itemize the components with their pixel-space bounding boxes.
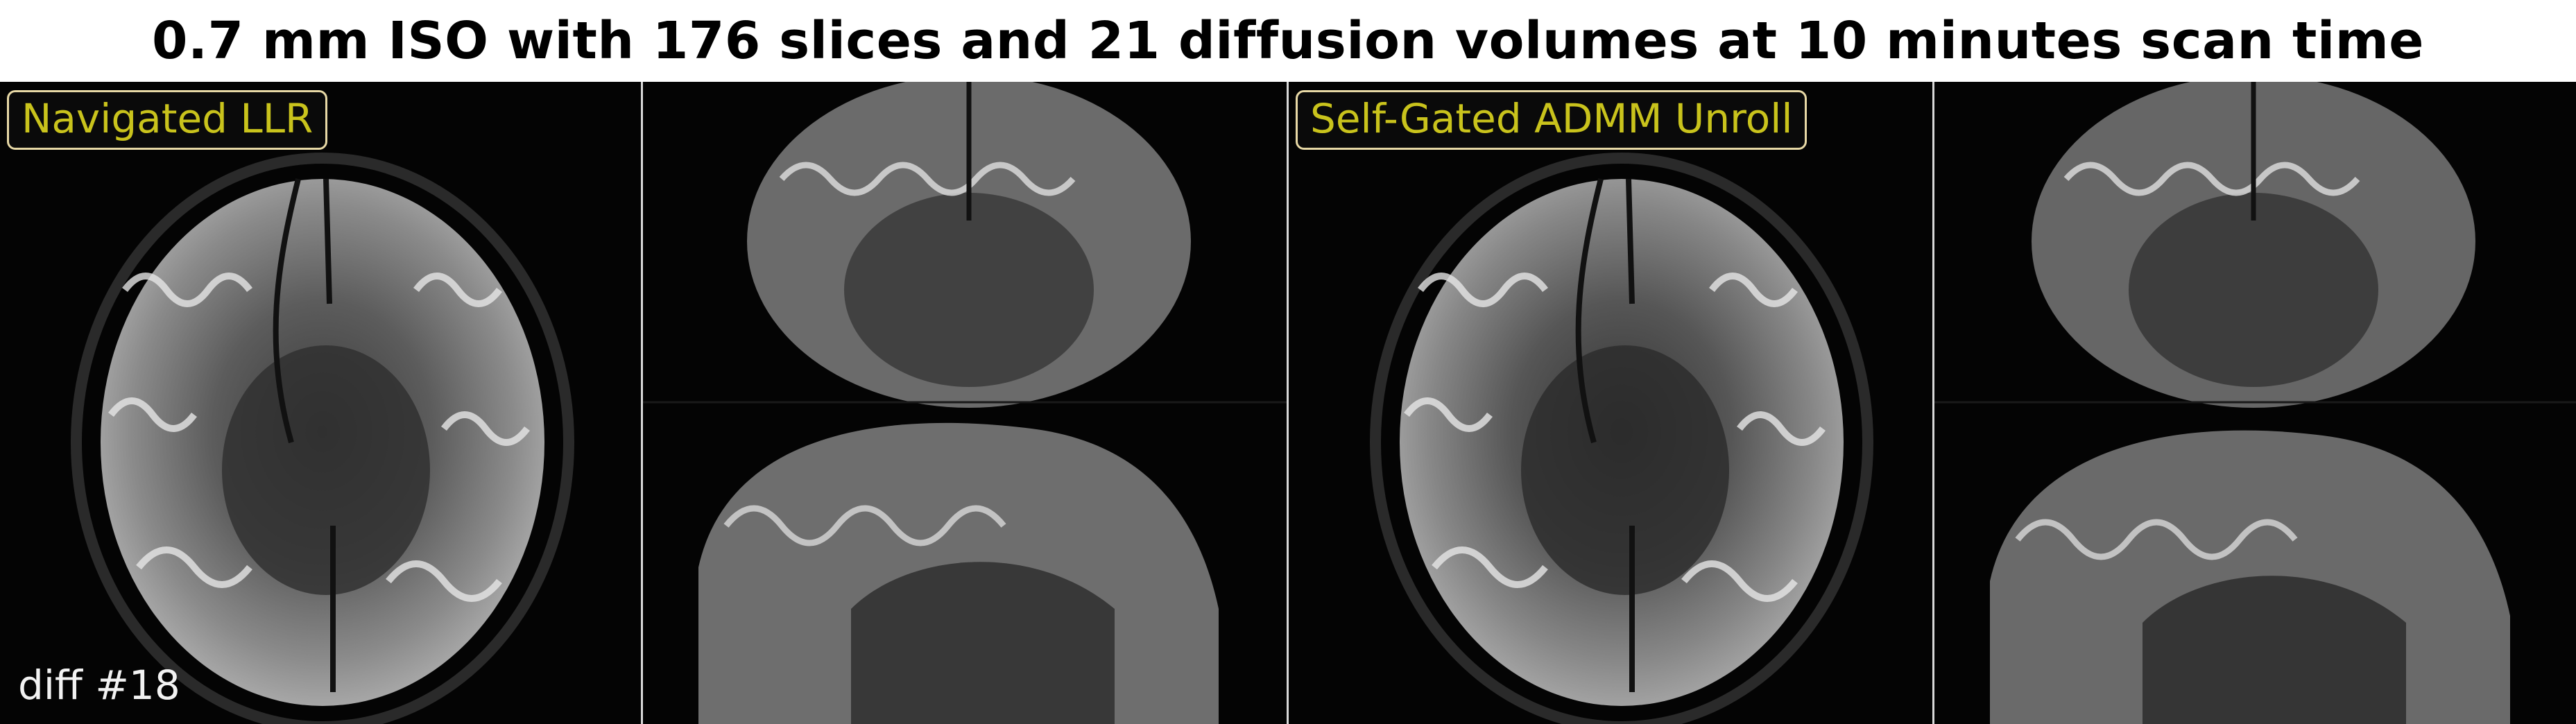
method-label: Self-Gated ADMM Unroll [1296, 90, 1808, 150]
method-label: Navigated LLR [7, 90, 328, 150]
axial-brain-image [71, 153, 574, 724]
panel-coronal-sagittal-self-gated-admm [1934, 82, 2576, 724]
panel-divider [1287, 82, 1289, 724]
panel-divider [641, 82, 643, 724]
panel-axial-navigated-llr: Navigated LLR diff #18 [0, 82, 641, 724]
panel-divider [1932, 82, 1934, 724]
figure-title: 0.7 mm ISO with 176 slices and 21 diffus… [151, 11, 2424, 71]
coronal-sagittal-brain-image [1934, 82, 2576, 724]
image-panels: Navigated LLR diff #18 [0, 82, 2576, 724]
diffusion-index-label: diff #18 [18, 662, 180, 709]
coronal-sagittal-brain-image [643, 82, 1287, 724]
axial-brain-image [1370, 153, 1873, 724]
panel-coronal-sagittal-navigated-llr [643, 82, 1287, 724]
panel-axial-self-gated-admm: Self-Gated ADMM Unroll [1289, 82, 1932, 724]
